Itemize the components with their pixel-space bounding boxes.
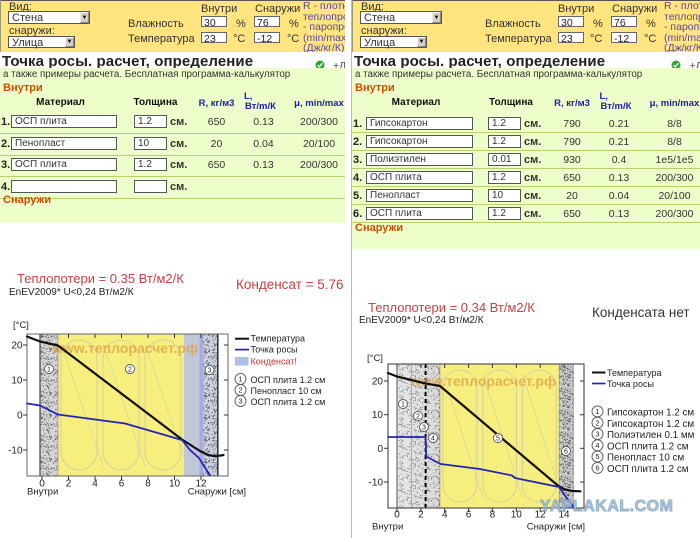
svg-text:www.теплорасчет.рф: www.теплорасчет.рф	[409, 373, 556, 389]
svg-text:Температура: Температура	[607, 368, 662, 378]
svg-text:10: 10	[169, 479, 181, 490]
svg-text:[°C]: [°C]	[13, 320, 29, 331]
svg-text:2: 2	[238, 386, 242, 395]
svg-text:ОСП плита 1.2 см: ОСП плита 1.2 см	[607, 441, 689, 452]
svg-text:Снаружи [см]: Снаружи [см]	[527, 522, 585, 533]
svg-text:8: 8	[490, 510, 496, 521]
svg-text:Конденсат!: Конденсат!	[251, 357, 297, 367]
svg-text:Пенопласт 10 см: Пенопласт 10 см	[607, 453, 684, 464]
svg-text:Внутри: Внутри	[27, 487, 58, 498]
svg-text:ОСП плита 1.2 см: ОСП плита 1.2 см	[251, 397, 326, 407]
svg-text:6: 6	[119, 479, 125, 490]
svg-text:1: 1	[238, 375, 242, 384]
svg-text:2: 2	[418, 510, 424, 521]
svg-text:Гипсокартон 1.2 см: Гипсокартон 1.2 см	[607, 419, 694, 430]
svg-text:1: 1	[47, 367, 51, 374]
svg-text:Гипсокартон 1.2 см: Гипсокартон 1.2 см	[607, 408, 694, 419]
svg-text:12: 12	[195, 479, 207, 490]
svg-text:3: 3	[595, 430, 599, 439]
svg-text:ОСП плита 1.2 см: ОСП плита 1.2 см	[251, 375, 326, 385]
svg-text:2: 2	[66, 479, 72, 490]
svg-text:2: 2	[416, 414, 420, 421]
svg-text:1: 1	[595, 407, 599, 416]
svg-text:3: 3	[422, 425, 426, 432]
svg-text:www.теплорасчет.рф: www.теплорасчет.рф	[51, 340, 198, 356]
svg-text:0: 0	[17, 411, 23, 422]
svg-text:1: 1	[401, 402, 405, 409]
svg-text:10: 10	[372, 410, 384, 421]
svg-text:Внутри: Внутри	[372, 522, 403, 533]
svg-text:2: 2	[128, 367, 132, 374]
svg-text:Снаружи [см]: Снаружи [см]	[188, 487, 246, 498]
svg-text:0: 0	[394, 510, 400, 521]
svg-text:8: 8	[145, 479, 151, 490]
svg-text:10: 10	[511, 510, 523, 521]
svg-text:6: 6	[564, 449, 568, 456]
svg-text:Точка росы: Точка росы	[251, 345, 298, 355]
svg-text:3: 3	[208, 368, 212, 375]
svg-text:0: 0	[377, 444, 383, 455]
svg-text:10: 10	[11, 376, 23, 387]
svg-text:4: 4	[442, 510, 448, 521]
svg-text:ОСП плита 1.2 см: ОСП плита 1.2 см	[607, 464, 689, 475]
svg-text:0: 0	[39, 479, 45, 490]
svg-text:6: 6	[595, 464, 599, 473]
svg-text:20: 20	[372, 377, 384, 388]
svg-text:14: 14	[558, 510, 570, 521]
svg-text:-10: -10	[369, 478, 384, 489]
svg-text:Пенопласт 10 см: Пенопласт 10 см	[251, 386, 322, 396]
svg-text:5: 5	[496, 436, 500, 443]
svg-text:4: 4	[595, 441, 599, 450]
svg-text:3: 3	[238, 397, 242, 406]
svg-text:[°C]: [°C]	[367, 353, 383, 364]
svg-text:4: 4	[431, 436, 435, 443]
svg-text:12: 12	[535, 510, 547, 521]
svg-text:-10: -10	[8, 446, 23, 457]
svg-text:Температура: Температура	[251, 334, 306, 344]
svg-text:2: 2	[595, 418, 599, 427]
svg-text:20: 20	[11, 341, 23, 352]
svg-text:6: 6	[466, 510, 472, 521]
svg-text:Полиэтилен 0.1 мм: Полиэтилен 0.1 мм	[607, 430, 695, 441]
svg-text:5: 5	[595, 452, 599, 461]
svg-text:Точка росы: Точка росы	[607, 379, 654, 389]
svg-text:4: 4	[92, 479, 98, 490]
